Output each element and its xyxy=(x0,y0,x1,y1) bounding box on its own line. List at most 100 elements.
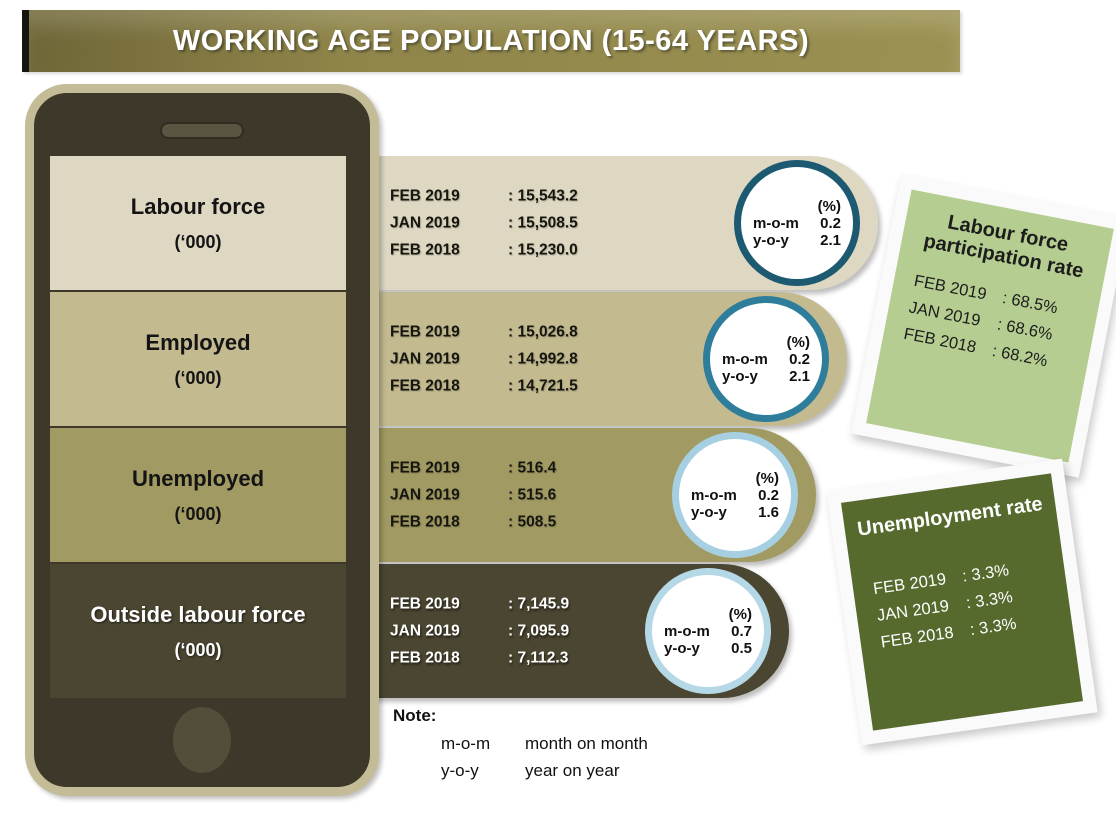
period-label: FEB 2019 xyxy=(390,459,460,477)
card-body: Labour force participation rate FEB 2019… xyxy=(866,189,1114,463)
row-label-outside-labour-force: Outside labour force (‘000) xyxy=(50,564,346,698)
period-label: FEB 2019 xyxy=(390,187,460,205)
mom-value: 0.7 xyxy=(731,622,752,640)
card-unemployment-rate: Unemployment rate FEB 2019: 3.3% JAN 201… xyxy=(826,458,1098,746)
value-line: JAN 2019: 7,095.9 xyxy=(390,618,569,645)
period-value: : 7,112.3 xyxy=(508,649,569,667)
period-value: : 516.4 xyxy=(508,459,557,477)
band-unemployed: FEB 2019 : 516.4 JAN 2019: 515.6 FEB 2018… xyxy=(368,428,816,562)
change-rate-circle: (%) m-o-m 0.2 y-o-y 2.1 xyxy=(703,296,829,422)
change-rate-circle: (%) m-o-m 0.7 y-o-y 0.5 xyxy=(645,568,771,694)
period-label: FEB 2018 xyxy=(390,241,460,259)
band-values: FEB 2019 : 7,145.9 JAN 2019: 7,095.9 FEB … xyxy=(390,591,569,672)
band-values: FEB 2019 : 516.4 JAN 2019: 515.6 FEB 2018… xyxy=(390,455,556,536)
mom-label: m-o-m xyxy=(722,350,768,368)
percent-unit-label: (%) xyxy=(728,605,752,623)
change-rate-values: (%) m-o-m 0.2 y-o-y 2.1 xyxy=(753,198,841,249)
mom-line: m-o-m 0.2 xyxy=(722,351,810,368)
value-line: FEB 2018 : 15,230.0 xyxy=(390,237,578,264)
percent-unit-label: (%) xyxy=(817,197,841,215)
percent-unit-label: (%) xyxy=(786,333,810,351)
value-line: JAN 2019 : 15,508.5 xyxy=(390,210,578,237)
header-bar: WORKING AGE POPULATION (15-64 YEARS) xyxy=(22,10,960,72)
row-title: Labour force xyxy=(130,193,266,219)
period-label: JAN 2019 xyxy=(390,486,460,504)
row-unit: (‘000) xyxy=(174,367,222,388)
yoy-value: 1.6 xyxy=(758,503,779,521)
mom-value: 0.2 xyxy=(758,486,779,504)
change-rate-circle: (%) m-o-m 0.2 y-o-y 1.6 xyxy=(672,432,798,558)
note-abbr: m-o-m xyxy=(441,734,491,753)
note-abbr: y-o-y xyxy=(441,761,479,780)
phone-home-button xyxy=(173,707,231,773)
card-values: FEB 2019: 3.3% JAN 2019: 3.3% FEB 2018: … xyxy=(860,551,1065,658)
percent-unit-label: (%) xyxy=(755,469,779,487)
row-unit: (‘000) xyxy=(174,639,222,660)
row-title: Outside labour force xyxy=(90,601,306,627)
yoy-value: 0.5 xyxy=(731,639,752,657)
mom-line: m-o-m 0.2 xyxy=(753,215,841,232)
yoy-line: y-o-y 1.6 xyxy=(691,504,779,521)
row-label-unemployed: Unemployed (‘000) xyxy=(50,428,346,562)
value-line: FEB 2019 : 15,543.2 xyxy=(390,183,578,210)
band-outside-labour-force: FEB 2019 : 7,145.9 JAN 2019: 7,095.9 FEB … xyxy=(368,564,789,698)
yoy-label: y-o-y xyxy=(722,367,758,385)
band-employed: FEB 2019 : 15,026.8 JAN 2019: 14,992.8 FE… xyxy=(368,292,847,426)
yoy-label: y-o-y xyxy=(753,231,789,249)
value-line: FEB 2019 : 15,026.8 xyxy=(390,319,578,346)
period-label: JAN 2019 xyxy=(390,214,460,232)
period-label: FEB 2019 xyxy=(390,595,460,613)
change-rate-values: (%) m-o-m 0.7 y-o-y 0.5 xyxy=(664,606,752,657)
band-values: FEB 2019 : 15,543.2 JAN 2019 : 15,508.5 FE… xyxy=(390,183,578,264)
card-title: Unemployment rate xyxy=(856,492,1045,541)
mom-value: 0.2 xyxy=(789,350,810,368)
phone-speaker xyxy=(160,122,244,139)
yoy-label: y-o-y xyxy=(691,503,727,521)
row-unit: (‘000) xyxy=(174,503,222,524)
value-line: FEB 2018 : 508.5 xyxy=(390,509,556,536)
yoy-value: 2.1 xyxy=(820,231,841,249)
period-value: : 14,721.5 xyxy=(508,377,578,395)
period-label: JAN 2019 xyxy=(390,622,460,640)
page-title: WORKING AGE POPULATION (15-64 YEARS) xyxy=(172,24,810,57)
period-label: FEB 2018 xyxy=(390,649,460,667)
note-meaning: year on year xyxy=(525,761,620,780)
period-value: : 15,543.2 xyxy=(508,187,578,205)
period-value: : 15,508.5 xyxy=(508,214,578,232)
value-line: FEB 2019 : 516.4 xyxy=(390,455,556,482)
row-unit: (‘000) xyxy=(174,231,222,252)
note-definition: m-o-m month on month xyxy=(441,730,648,757)
note: Note: m-o-m month on month y-o-y year on… xyxy=(393,706,648,784)
note-definition: y-o-y year on year xyxy=(441,757,648,784)
card-labour-force-participation-rate: Labour force participation rate FEB 2019… xyxy=(850,174,1116,478)
yoy-line: y-o-y 2.1 xyxy=(722,368,810,385)
period-value: : 15,230.0 xyxy=(508,241,578,259)
period-label: FEB 2018 xyxy=(390,513,460,531)
row-label-labour-force: Labour force (‘000) xyxy=(50,156,346,290)
yoy-value: 2.1 xyxy=(789,367,810,385)
value-line: JAN 2019: 14,992.8 xyxy=(390,346,578,373)
period-value: : 3.3% xyxy=(968,614,1018,640)
period-label: FEB 2019 xyxy=(390,323,460,341)
mom-line: m-o-m 0.2 xyxy=(691,487,779,504)
note-heading: Note: xyxy=(393,706,437,725)
row-title: Employed xyxy=(145,329,251,355)
band-values: FEB 2019 : 15,026.8 JAN 2019: 14,992.8 FE… xyxy=(390,319,578,400)
period-value: : 15,026.8 xyxy=(508,323,578,341)
value-line: FEB 2018 : 14,721.5 xyxy=(390,373,578,400)
yoy-line: y-o-y 0.5 xyxy=(664,640,752,657)
value-line: FEB 2018 : 7,112.3 xyxy=(390,645,569,672)
card-values: FEB 2019: 68.5% JAN 2019: 68.6% FEB 2018… xyxy=(889,266,1091,382)
period-value: : 14,992.8 xyxy=(508,350,578,368)
value-line: FEB 2019 : 7,145.9 xyxy=(390,591,569,618)
mom-label: m-o-m xyxy=(753,214,799,232)
value-line: JAN 2019: 515.6 xyxy=(390,482,556,509)
period-value: : 508.5 xyxy=(508,513,557,531)
mom-value: 0.2 xyxy=(820,214,841,232)
note-meaning: month on month xyxy=(525,734,648,753)
change-rate-values: (%) m-o-m 0.2 y-o-y 1.6 xyxy=(691,470,779,521)
period-value: : 7,145.9 xyxy=(508,595,570,613)
change-rate-circle: (%) m-o-m 0.2 y-o-y 2.1 xyxy=(734,160,860,286)
period-label: FEB 2018 xyxy=(390,377,460,395)
